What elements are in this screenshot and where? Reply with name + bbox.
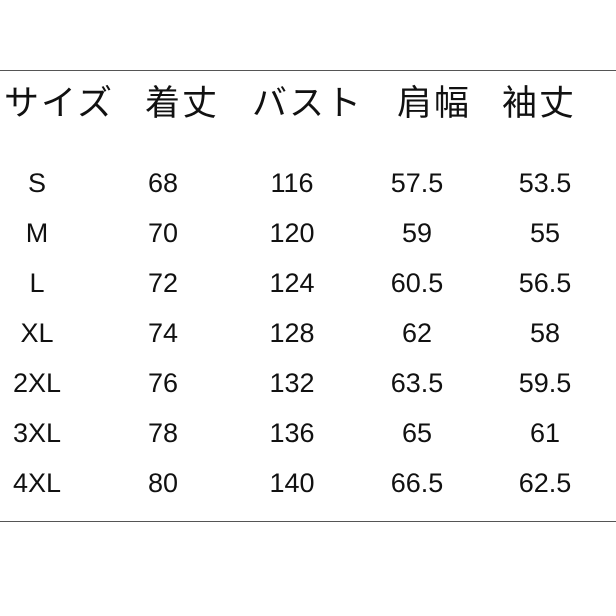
cell-length: 68	[147, 168, 179, 198]
cell-length: 76	[147, 368, 179, 398]
header-sleeve: 袖丈	[502, 84, 577, 124]
cell-bust: 120	[269, 218, 315, 248]
cell-size: XL	[20, 318, 54, 348]
cell-sleeve: 59.5	[518, 368, 572, 398]
cell-bust: 124	[269, 268, 315, 298]
cell-length: 78	[147, 418, 179, 448]
cell-sleeve: 53.5	[518, 168, 572, 198]
cell-sleeve: 55	[529, 218, 561, 248]
cell-length: 70	[147, 218, 179, 248]
table-row: 2XL 76 132 63.5 59.5	[0, 358, 616, 408]
cell-sleeve: 61	[529, 418, 561, 448]
cell-bust: 116	[270, 168, 314, 198]
cell-bust: 136	[269, 418, 315, 448]
cell-size: M	[25, 218, 49, 248]
cell-bust: 140	[269, 468, 315, 498]
cell-shoulder: 65	[401, 418, 433, 448]
cell-length: 80	[147, 468, 179, 498]
bottom-rule	[0, 521, 616, 522]
cell-sleeve: 58	[529, 318, 561, 348]
cell-shoulder: 57.5	[390, 168, 444, 198]
cell-shoulder: 66.5	[390, 468, 444, 498]
cell-bust: 128	[269, 318, 315, 348]
cell-size: 3XL	[12, 418, 62, 448]
cell-length: 72	[147, 268, 179, 298]
header-shoulder: 肩幅	[397, 84, 472, 124]
cell-shoulder: 59	[401, 218, 433, 248]
cell-size: S	[27, 168, 46, 198]
table-row: S 68 116 57.5 53.5	[0, 158, 616, 208]
cell-bust: 132	[269, 368, 315, 398]
cell-size: 4XL	[12, 468, 62, 498]
cell-sleeve: 62.5	[518, 468, 572, 498]
header-size: サイズ	[4, 84, 114, 124]
table-row: M 70 120 59 55	[0, 208, 616, 258]
cell-shoulder: 62	[401, 318, 433, 348]
table-row: L 72 124 60.5 56.5	[0, 258, 616, 308]
top-rule	[0, 70, 616, 71]
table-row: 4XL 80 140 66.5 62.5	[0, 458, 616, 508]
cell-length: 74	[147, 318, 179, 348]
header-length: 着丈	[145, 84, 220, 124]
table-row: XL 74 128 62 58	[0, 308, 616, 358]
cell-size: L	[29, 268, 45, 298]
cell-shoulder: 63.5	[390, 368, 444, 398]
cell-sleeve: 56.5	[518, 268, 572, 298]
table-row: 3XL 78 136 65 61	[0, 408, 616, 458]
cell-shoulder: 60.5	[390, 268, 444, 298]
header-bust: バスト	[252, 84, 364, 124]
cell-size: 2XL	[12, 368, 62, 398]
